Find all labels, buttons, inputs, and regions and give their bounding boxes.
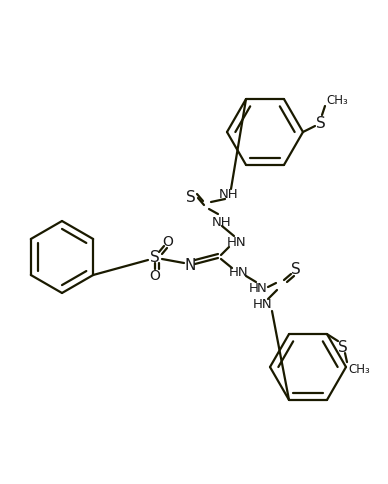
Text: H: H <box>249 281 259 294</box>
Text: NH: NH <box>219 188 239 201</box>
Text: NH: NH <box>212 215 232 228</box>
Text: HN: HN <box>229 266 249 279</box>
Text: HN: HN <box>227 236 247 249</box>
Text: S: S <box>291 262 301 277</box>
Text: CH₃: CH₃ <box>348 362 370 375</box>
Text: S: S <box>186 189 196 204</box>
Text: N: N <box>184 257 196 272</box>
Text: O: O <box>149 269 160 283</box>
Text: S: S <box>338 339 348 354</box>
Text: S: S <box>150 250 160 265</box>
Text: O: O <box>163 235 173 248</box>
Text: N: N <box>257 281 267 294</box>
Text: CH₃: CH₃ <box>326 94 348 107</box>
Text: S: S <box>316 115 326 130</box>
Text: HN: HN <box>253 298 273 311</box>
